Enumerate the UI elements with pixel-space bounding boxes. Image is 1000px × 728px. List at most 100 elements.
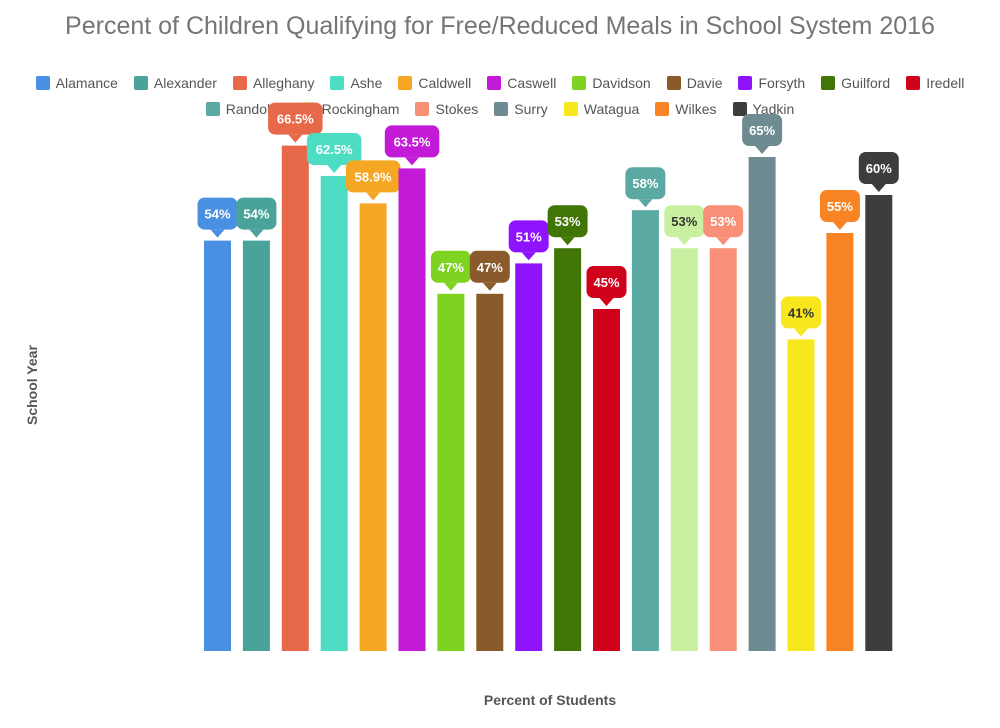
legend-label: Alamance [55,75,118,91]
data-label-bubble [469,250,510,283]
legend: Alamance Alexander Alleghany Ashe Caldwell Ca… [10,70,990,122]
legend-label: Davie [686,75,723,91]
data-label-pointer [327,165,342,173]
bar-caldwell[interactable] [359,203,387,651]
data-label-bubble [625,167,666,200]
data-label-pointer [405,157,419,166]
legend-swatch [572,76,587,90]
legend-swatch [398,76,413,90]
legend-swatch [415,102,430,116]
data-label-pointer [755,146,770,154]
data-label-pointer [638,199,653,208]
legend-label: Davidson [592,75,651,91]
bar-wilkes[interactable] [826,233,854,651]
legend-swatch [563,102,578,116]
legend-item-stokes[interactable]: Stokes [415,101,478,117]
data-label: 53% [555,214,581,229]
data-label: 51% [516,229,542,244]
data-label-pointer [832,222,847,230]
legend-item-caldwell[interactable]: Caldwell [398,75,471,91]
legend-item-ashe[interactable]: Ashe [330,75,382,91]
data-label-pointer [443,282,458,291]
legend-swatch [232,76,247,90]
legend-swatch [732,102,747,116]
data-label-bubble [306,133,362,165]
data-label: 47% [477,260,503,275]
bar-guilford[interactable] [554,248,582,651]
legend-row: Alamance Alexander Alleghany Ashe Caldwell Ca… [10,70,990,96]
legend-swatch [205,102,220,116]
legend-swatch [738,76,753,90]
data-label-bubble [384,125,440,158]
legend-label: Watagua [583,101,640,117]
legend-item-wilkes[interactable]: Wilkes [655,101,717,117]
bar-alleghany[interactable] [281,145,309,651]
bar-randolph[interactable] [631,210,659,651]
legend-label: Ashe [350,75,383,91]
data-label: 63.5% [394,134,431,149]
data-label-pointer [288,134,303,143]
data-label-pointer [482,282,497,291]
legend-label: Alleghany [252,75,315,91]
bar-forsyth[interactable] [515,263,543,651]
legend-label: Guilford [841,75,891,91]
legend-label: Forsyth [758,75,806,91]
data-label-bubble [742,114,783,146]
legend-item-caswell[interactable]: Caswell [487,75,556,91]
legend-swatch [821,76,836,90]
data-label: 58.9% [355,169,392,184]
legend-item-davie[interactable]: Davie [666,75,723,91]
legend-swatch [655,102,670,116]
bar-surry[interactable] [748,157,776,651]
data-label-pointer [366,192,381,201]
legend-item-guilford[interactable]: Guilford [821,75,890,91]
data-label-pointer [716,237,731,246]
data-label: 41% [788,305,814,320]
legend-item-iredell[interactable]: Iredell [906,75,964,91]
bar-watagua[interactable] [787,339,815,651]
legend-item-davidson[interactable]: Davidson [572,75,651,91]
data-label-pointer [677,237,692,246]
data-label: 54% [204,207,230,222]
legend-swatch [666,76,681,90]
data-label-pointer [210,229,225,238]
legend-item-alamance[interactable]: Alamance [35,75,118,91]
data-label: 53% [671,214,697,229]
legend-swatch [487,76,502,90]
legend-swatch [330,76,345,90]
bar-ashe[interactable] [320,176,348,651]
data-label: 45% [593,275,619,290]
legend-swatch [133,76,148,90]
data-label-pointer [599,298,614,306]
bar-stokes[interactable] [709,248,737,651]
data-label: 62.5% [316,142,353,157]
bar-alexander[interactable] [242,240,270,651]
data-label-bubble [858,152,899,184]
data-label-bubble [781,296,821,329]
data-label-bubble [345,160,401,193]
bar-rockingham[interactable] [670,248,698,651]
legend-item-forsyth[interactable]: Forsyth [738,75,805,91]
data-label-bubble [819,190,860,222]
data-label-pointer [871,184,886,192]
legend-item-alexander[interactable]: Alexander [133,75,217,91]
bar-iredell[interactable] [593,309,620,651]
chart-title: Percent of Children Qualifying for Free/… [65,12,935,40]
legend-item-watagua[interactable]: Watagua [563,101,640,117]
data-label-bubble [703,205,744,238]
data-label-bubble [586,266,627,298]
data-label: 47% [438,260,464,275]
data-label-bubble [430,250,471,283]
bar-davie[interactable] [476,293,504,651]
bar-caswell[interactable] [398,168,426,651]
data-label: 53% [710,214,736,229]
legend-item-yadkin[interactable]: Yadkin [732,101,794,117]
data-label-bubble [664,205,705,238]
x-axis-label: Percent of Students [483,692,617,708]
bar-davidson[interactable] [437,293,465,651]
bar-yadkin[interactable] [865,195,893,651]
legend-item-alleghany[interactable]: Alleghany [232,75,315,91]
legend-item-surry[interactable]: Surry [494,101,548,117]
data-label-pointer [794,328,808,337]
bar-alamance[interactable] [204,240,231,651]
